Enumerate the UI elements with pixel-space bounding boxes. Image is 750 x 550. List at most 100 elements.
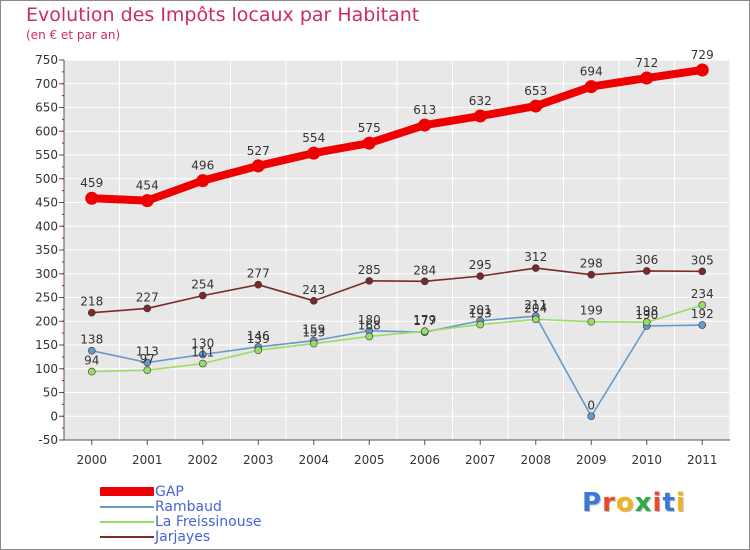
y-tick-label: -50 (38, 433, 58, 447)
data-point (640, 71, 654, 85)
data-point (642, 267, 651, 275)
logo-letter: o (615, 488, 635, 518)
data-label: 575 (358, 121, 381, 135)
data-label: 211 (524, 298, 547, 312)
data-label: 111 (191, 346, 214, 360)
legend-label: La Freissinouse (155, 513, 262, 530)
y-tick-label: 150 (35, 338, 58, 352)
data-point (695, 63, 709, 77)
data-label: 179 (413, 313, 436, 327)
data-label: 138 (80, 333, 103, 347)
data-point (587, 270, 596, 279)
data-point (87, 346, 96, 355)
chart-title: Evolution des Impôts locaux par Habitant (26, 4, 420, 26)
data-point (698, 321, 707, 329)
data-label: 94 (84, 354, 99, 368)
data-label: 459 (80, 176, 103, 190)
data-label: 312 (524, 250, 547, 264)
data-point (254, 280, 263, 289)
x-tick-label: 2005 (354, 453, 385, 467)
legend-item-jarjayes: Jarjayes (100, 528, 262, 545)
data-label: 0 (587, 398, 595, 412)
x-tick-label: 2011 (687, 453, 718, 467)
data-label: 496 (191, 159, 214, 173)
data-point (309, 297, 318, 305)
data-label: 254 (191, 278, 214, 292)
data-point (473, 109, 487, 123)
logo-letter: r (602, 488, 616, 518)
data-point (87, 367, 96, 376)
legend: GAP Rambaud La Freissinouse Jarjayes (100, 484, 262, 545)
data-point (531, 315, 540, 324)
data-point (587, 412, 596, 421)
logo-letter: i (652, 488, 663, 518)
legend-swatch (100, 487, 154, 496)
data-label: 306 (635, 253, 658, 267)
data-label: 613 (413, 103, 436, 117)
data-label: 159 (302, 323, 325, 337)
data-point (698, 301, 707, 309)
y-tick-label: 350 (35, 243, 58, 257)
data-label: 198 (635, 304, 658, 318)
data-label: 632 (469, 94, 492, 108)
data-label: 204 (524, 301, 547, 315)
x-tick-label: 2010 (631, 453, 662, 467)
proxiti-logo: Proxiti (582, 488, 686, 518)
legend-swatch (100, 535, 154, 538)
data-label: 305 (691, 253, 714, 267)
data-point (418, 118, 432, 132)
y-tick-label: 0 (50, 409, 58, 423)
legend-label: Jarjayes (155, 528, 211, 545)
data-point (476, 320, 485, 329)
data-label: 243 (302, 283, 325, 297)
data-label: 139 (247, 332, 270, 346)
data-label: 295 (469, 258, 492, 272)
x-tick-label: 2000 (76, 453, 107, 467)
data-point (587, 317, 596, 326)
data-label: 193 (469, 307, 492, 321)
y-tick-label: 700 (35, 77, 58, 91)
x-tick-label: 2003 (243, 453, 274, 467)
logo-letter: x (634, 488, 653, 518)
data-label: 554 (302, 131, 325, 145)
data-label: 218 (80, 295, 103, 309)
data-point (143, 366, 152, 374)
data-point (420, 327, 429, 336)
data-label: 146 (247, 329, 270, 343)
series-line-rambaud (90, 315, 704, 418)
data-point (196, 174, 210, 188)
data-label: 201 (469, 303, 492, 317)
data-label: 113 (136, 345, 159, 359)
logo-letter: P (582, 488, 603, 518)
legend-item-rambaud: Rambaud (100, 498, 262, 515)
data-point (365, 277, 374, 285)
data-point (140, 194, 154, 208)
data-label: 190 (635, 308, 658, 322)
y-tick-label: 650 (35, 101, 58, 115)
data-point (254, 346, 263, 355)
y-tick-label: 750 (35, 53, 58, 67)
data-label: 277 (247, 267, 270, 281)
y-tick-label: 200 (35, 314, 58, 328)
y-tick-label: 50 (43, 386, 58, 400)
data-label: 227 (136, 290, 159, 304)
data-point (87, 308, 96, 317)
data-label: 527 (247, 144, 270, 158)
x-tick-label: 2002 (187, 453, 218, 467)
data-point (476, 272, 485, 280)
legend-label: Rambaud (155, 498, 222, 515)
data-point (198, 291, 207, 300)
x-tick-label: 2009 (576, 453, 607, 467)
data-point (198, 350, 207, 359)
data-label: 97 (140, 352, 155, 366)
data-point (143, 304, 152, 313)
data-label: 234 (691, 287, 714, 301)
legend-item-gap: GAP (100, 484, 262, 500)
data-label: 199 (580, 304, 603, 318)
data-label: 168 (358, 318, 381, 332)
data-label: 153 (302, 326, 325, 340)
data-point (584, 80, 598, 94)
y-tick-label: 550 (35, 148, 58, 162)
data-label: 284 (413, 263, 436, 277)
series-line-jarjayes (90, 267, 704, 314)
